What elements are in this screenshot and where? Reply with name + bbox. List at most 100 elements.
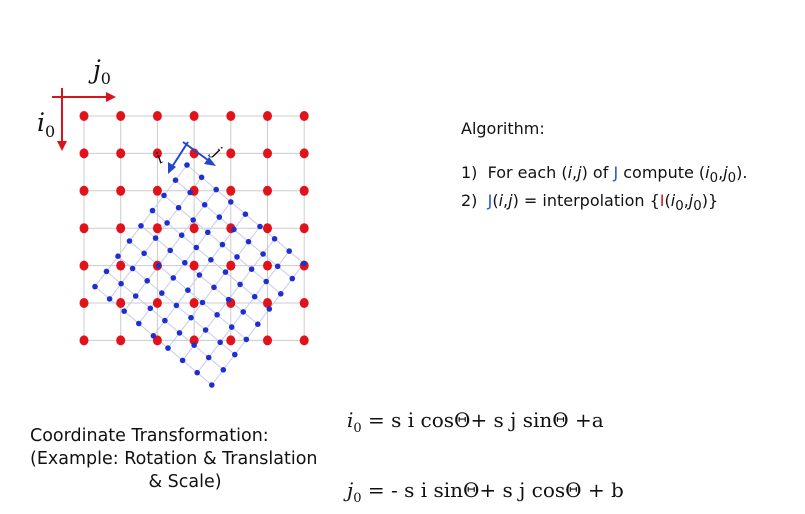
source-grid-point bbox=[299, 185, 309, 196]
step-2-i: i bbox=[498, 191, 504, 211]
rotated-grid-point bbox=[205, 229, 211, 236]
source-grid-point bbox=[263, 260, 272, 271]
rotated-grid-point bbox=[219, 241, 226, 248]
rotated-grid-point bbox=[213, 186, 219, 193]
rotated-grid-point bbox=[216, 214, 223, 220]
step-1-i: i bbox=[567, 163, 573, 182]
rotated-grid-point bbox=[161, 192, 167, 199]
source-grid-point bbox=[116, 260, 126, 271]
algorithm-step-2: 2) J(i,j) = interpolation {I(i0,j0)} bbox=[461, 190, 747, 218]
rotated-grid-point bbox=[182, 259, 188, 266]
rotated-i-arrowhead bbox=[168, 162, 176, 174]
source-grid-point bbox=[116, 148, 126, 159]
source-grid-point bbox=[79, 223, 89, 234]
source-grid-point bbox=[116, 111, 126, 121]
step-1-number: 1) bbox=[461, 163, 478, 182]
step-2-text-b: ) = interpolation { bbox=[512, 191, 660, 211]
rotated-grid-point bbox=[228, 199, 234, 205]
source-grid-point bbox=[263, 298, 272, 308]
step-2-i0: i bbox=[670, 191, 676, 211]
rotated-grid-point bbox=[185, 287, 191, 294]
step-2-comma: , bbox=[503, 191, 509, 211]
step-2-j0-sub: 0 bbox=[693, 199, 702, 215]
step-1-text-c: compute ( bbox=[618, 163, 706, 182]
rotated-j-label: j bbox=[207, 141, 224, 161]
step-1-text-d: ). bbox=[736, 163, 748, 182]
rotated-grid-point bbox=[289, 275, 296, 282]
rotated-grid-point bbox=[232, 351, 238, 358]
rotated-grid-point bbox=[217, 339, 223, 346]
rotated-grid-point bbox=[179, 357, 186, 364]
rotated-grid-point bbox=[149, 207, 156, 214]
rotated-grid-point bbox=[126, 238, 133, 244]
rotated-grid-point bbox=[173, 302, 180, 309]
eq1-rhs: = s i cosΘ+ s j sinΘ +a bbox=[361, 408, 604, 432]
source-grid-point bbox=[152, 298, 162, 308]
rotated-grid-point bbox=[220, 367, 227, 373]
rotated-grid-point bbox=[245, 238, 252, 245]
step-1-comma2: , bbox=[718, 163, 724, 182]
source-grid-point bbox=[79, 185, 89, 196]
step-1-i0-sub: 0 bbox=[709, 171, 719, 187]
step-2-target-J: J bbox=[487, 191, 493, 211]
rotated-grid-point bbox=[260, 251, 266, 257]
source-grid-point bbox=[152, 223, 162, 234]
rotated-grid-point bbox=[196, 272, 203, 278]
source-grid-point bbox=[226, 260, 236, 271]
source-grid-point bbox=[79, 111, 89, 121]
source-grid-point bbox=[299, 298, 309, 308]
rotated-grid-point bbox=[121, 308, 127, 315]
step-2-text-c: ( bbox=[664, 191, 671, 211]
rotated-grid-point bbox=[159, 290, 165, 296]
step-2-i0-sub: 0 bbox=[675, 199, 684, 215]
rotated-grid-point bbox=[162, 317, 168, 324]
source-grid-point bbox=[116, 223, 126, 234]
rotated-grid-point bbox=[209, 382, 215, 388]
step-2-text-d: )} bbox=[701, 191, 719, 211]
rotated-grid-point bbox=[132, 293, 139, 299]
rotated-grid-point bbox=[106, 296, 113, 302]
rotated-j-axis bbox=[182, 141, 213, 164]
rotated-grid-point bbox=[118, 280, 124, 287]
rotated-grid-point bbox=[240, 309, 246, 315]
source-grid-point bbox=[226, 335, 236, 346]
rotated-grid-point bbox=[228, 324, 235, 330]
source-grid-point bbox=[226, 148, 236, 159]
source-grid-point bbox=[152, 185, 162, 196]
j-axis-arrowhead bbox=[106, 92, 116, 102]
rotated-grid-point bbox=[92, 283, 98, 290]
step-1-i0: i bbox=[705, 163, 710, 182]
step-2-comma2: , bbox=[683, 191, 689, 211]
source-grid-point bbox=[152, 148, 162, 159]
rotated-grid-point bbox=[170, 275, 177, 281]
source-grid-point bbox=[152, 111, 162, 121]
step-1-text-a: For each ( bbox=[487, 163, 568, 182]
rotated-grid-point bbox=[242, 211, 249, 217]
source-grid-point bbox=[79, 335, 89, 346]
rotated-grid-point bbox=[271, 236, 278, 242]
source-grid-point bbox=[263, 223, 272, 234]
eq1-lhs: i bbox=[347, 408, 354, 432]
rotated-grid-point bbox=[187, 189, 193, 196]
source-grid-point bbox=[189, 298, 199, 308]
step-2-j0: j bbox=[688, 191, 694, 211]
i0-label-sub: 0 bbox=[45, 122, 56, 141]
algorithm-title: Algorithm: bbox=[461, 119, 545, 138]
rotated-grid-point bbox=[237, 281, 243, 288]
rotated-grid-point bbox=[190, 217, 196, 223]
source-grid-point bbox=[79, 298, 89, 308]
source-grid-point bbox=[226, 185, 236, 196]
i-axis-arrowhead bbox=[57, 141, 67, 151]
step-1-j0-sub: 0 bbox=[727, 171, 737, 187]
source-grid-point bbox=[189, 260, 199, 271]
step-2-source-I: I bbox=[659, 191, 665, 211]
rotated-grid-point bbox=[194, 369, 200, 376]
i0-axis-label: i0 bbox=[37, 108, 55, 141]
rotated-axes: i j bbox=[152, 141, 225, 174]
rotated-j-arrowhead bbox=[204, 157, 216, 166]
rotated-grid-point bbox=[191, 342, 197, 349]
step-2-number: 2) bbox=[461, 191, 478, 211]
source-grid-point bbox=[79, 148, 89, 159]
eq2-rhs: = - s i sinΘ+ s j cosΘ + b bbox=[361, 478, 624, 502]
rotated-grid-point bbox=[155, 262, 162, 269]
